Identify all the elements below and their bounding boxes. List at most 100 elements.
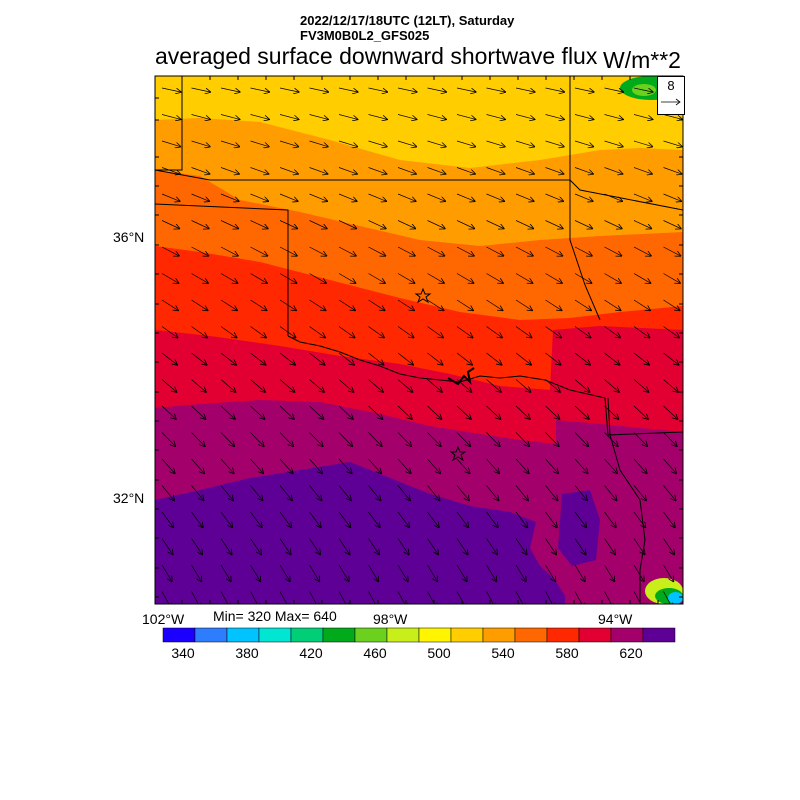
wind-arrow — [161, 167, 180, 174]
wind-arrow — [279, 220, 297, 229]
wind-arrow — [161, 326, 178, 338]
colorbar-label: 500 — [427, 645, 451, 661]
wind-arrow — [220, 140, 239, 147]
wind-arrow — [250, 114, 269, 120]
lon-label-98w: 98°W — [373, 611, 408, 627]
wind-arrow — [191, 140, 210, 147]
wind-arrow — [515, 87, 535, 92]
wind-arrow — [515, 485, 528, 501]
wind-arrow — [309, 246, 327, 256]
river-border — [447, 367, 475, 386]
wind-arrow — [427, 114, 446, 120]
wind-arrow — [161, 591, 171, 604]
wind-arrow — [338, 87, 358, 92]
wind-arrow — [604, 273, 621, 284]
vector-reference-arrow-icon — [661, 98, 681, 106]
wind-arrow — [633, 352, 649, 365]
wind-arrow — [456, 538, 468, 555]
wind-arrow — [633, 564, 644, 581]
wind-arrow — [545, 432, 559, 447]
wind-arrow — [663, 352, 679, 365]
wind-arrow — [397, 114, 416, 120]
wind-arrow — [515, 114, 534, 120]
wind-arrow — [250, 273, 267, 284]
wind-arrow — [368, 140, 387, 147]
wind-arrow — [338, 538, 350, 555]
wind-arrow — [397, 273, 414, 284]
wind-arrow — [338, 352, 354, 365]
wind-arrow — [633, 220, 651, 229]
wind-arrow — [574, 326, 591, 338]
wind-arrow — [191, 405, 206, 419]
wind-arrow — [515, 511, 527, 527]
wind-arrow — [368, 485, 381, 501]
wind-arrow — [191, 326, 208, 338]
wind-arrow — [456, 591, 466, 604]
wind-arrow — [338, 273, 355, 284]
wind-arrow — [368, 87, 388, 92]
wind-arrow — [604, 405, 619, 419]
wind-arrow — [515, 220, 533, 229]
wind-arrow — [397, 299, 414, 310]
wind-arrow — [368, 591, 378, 604]
min-max-label: Min= 320 Max= 640 — [213, 608, 337, 624]
wind-arrow — [250, 326, 267, 338]
wind-arrow — [338, 220, 356, 229]
wind-arrow — [220, 273, 237, 284]
colorbar-swatch — [386, 627, 420, 643]
wind-arrow — [368, 193, 387, 201]
wind-arrow — [456, 458, 470, 473]
colorbar-label: 460 — [363, 645, 387, 661]
wind-arrow — [191, 564, 202, 581]
colorbar-swatch — [482, 627, 516, 643]
wind-arrow — [338, 326, 355, 338]
wind-arrow — [515, 458, 529, 473]
wind-arrow — [397, 511, 409, 527]
wind-arrow — [486, 87, 506, 92]
wind-arrow — [220, 167, 239, 174]
wind-arrow — [397, 246, 415, 256]
wind-arrow — [456, 87, 476, 92]
wind-arrow — [427, 220, 445, 229]
wind-arrow — [486, 352, 502, 365]
wind-arrow — [338, 564, 349, 581]
wind-arrow — [309, 140, 328, 147]
wind-arrow — [338, 140, 357, 147]
wind-arrow — [220, 432, 234, 447]
wind-arrow — [574, 87, 594, 92]
wind-arrow — [663, 458, 677, 473]
colorbar-label: 580 — [555, 645, 579, 661]
wind-arrow — [663, 538, 675, 555]
wind-arrow — [456, 564, 467, 581]
wind-arrow — [456, 246, 474, 256]
wind-arrow — [633, 299, 650, 310]
wind-arrow — [486, 538, 498, 555]
lat-label-36n: 36°N — [113, 229, 145, 245]
wind-arrow — [545, 273, 562, 284]
wind-arrow — [545, 591, 555, 604]
wind-arrow — [515, 432, 529, 447]
wind-arrow — [191, 167, 210, 174]
wind-arrow — [663, 485, 676, 501]
wind-arrow — [250, 167, 269, 174]
wind-arrow — [250, 140, 269, 147]
wind-arrow — [456, 511, 468, 527]
wind-arrow — [368, 379, 383, 392]
wind-arrow — [456, 114, 475, 120]
wind-arrow — [309, 538, 321, 555]
wind-arrow — [663, 140, 682, 147]
wind-arrow — [574, 140, 593, 147]
wind-arrow — [663, 564, 674, 581]
wind-arrow — [161, 564, 172, 581]
wind-arrow — [250, 564, 261, 581]
wind-arrow — [397, 140, 416, 147]
colorbar-label: 380 — [235, 645, 259, 661]
wind-arrow — [574, 193, 593, 201]
wind-arrow — [456, 405, 471, 419]
wind-arrow — [427, 591, 437, 604]
wind-arrow — [515, 299, 532, 310]
wind-arrow — [397, 405, 412, 419]
wind-arrow — [545, 538, 557, 555]
wind-arrow — [427, 273, 444, 284]
wind-arrow — [486, 564, 497, 581]
